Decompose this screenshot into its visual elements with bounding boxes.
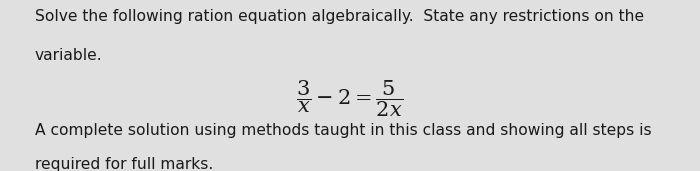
Text: required for full marks.: required for full marks.	[35, 157, 214, 171]
Text: variable.: variable.	[35, 48, 103, 63]
Text: $\dfrac{3}{x} - 2 = \dfrac{5}{2x}$: $\dfrac{3}{x} - 2 = \dfrac{5}{2x}$	[297, 79, 403, 119]
Text: Solve the following ration equation algebraically.  State any restrictions on th: Solve the following ration equation alge…	[35, 9, 644, 24]
Text: A complete solution using methods taught in this class and showing all steps is: A complete solution using methods taught…	[35, 123, 652, 138]
